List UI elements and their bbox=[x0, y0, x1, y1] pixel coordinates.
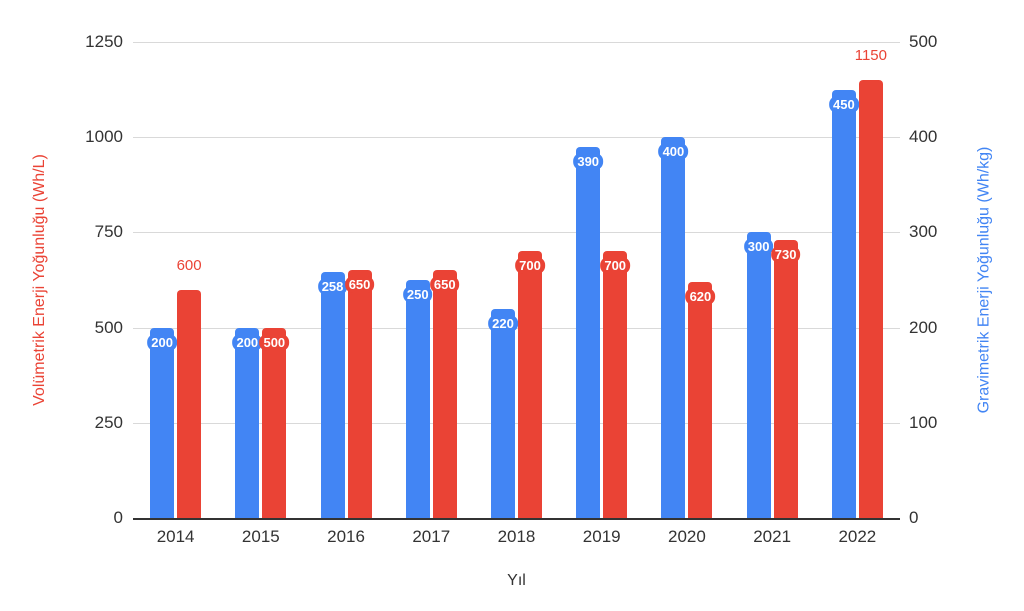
x-tick-2015: 2015 bbox=[241, 527, 280, 546]
gridline bbox=[133, 422, 900, 424]
bar-2016-right: 258 bbox=[317, 272, 348, 518]
bar-value-label: 300 bbox=[743, 238, 774, 256]
x-tick-2021: 2021 bbox=[753, 527, 792, 546]
axis-tick-label: 400 bbox=[909, 127, 938, 147]
axis-tick-label: 100 bbox=[909, 412, 938, 432]
bar-2016-left: 650 bbox=[344, 270, 375, 518]
bar-2021-left: 730 bbox=[770, 240, 801, 518]
right-axis-title: Gravimetrik Enerji Yoğunluğu (Wh/kg) bbox=[962, 42, 1006, 518]
x-tick-2017: 2017 bbox=[412, 527, 451, 546]
bar-2017-right: 250 bbox=[402, 280, 433, 518]
axis-tick-label: 250 bbox=[94, 412, 123, 432]
bar-2015-right: 200 bbox=[232, 327, 263, 518]
axis-tick-label: 1250 bbox=[85, 32, 123, 51]
x-tick-2018: 2018 bbox=[497, 527, 536, 546]
x-tick-2022: 2022 bbox=[838, 527, 877, 546]
bar-value-label: 258 bbox=[317, 278, 348, 296]
bar-value-label: 700 bbox=[600, 257, 631, 275]
x-tick-2016: 2016 bbox=[327, 527, 365, 546]
bar-value-label: 700 bbox=[515, 257, 545, 275]
bar-value-label: 730 bbox=[770, 246, 801, 264]
bar-2014-left: 600 bbox=[177, 257, 202, 518]
bar-2017-left: 650 bbox=[429, 270, 460, 518]
bar-2014-right: 200 bbox=[147, 327, 177, 518]
right-axis-title-text: Gravimetrik Enerji Yoğunluğu (Wh/kg) bbox=[975, 146, 992, 414]
bar-group-2015: 200 500 bbox=[218, 42, 303, 518]
bar-value-label: 200 bbox=[147, 333, 177, 351]
axis-tick-label: 500 bbox=[909, 32, 938, 51]
plot-area: 200 600 200 500 258 650 250 650 220 700 390 700 400 6… bbox=[133, 42, 900, 520]
bar-2021-right: 300 bbox=[743, 232, 774, 518]
axis-tick-label: 1000 bbox=[85, 127, 123, 147]
right-axis-ticks: 0 100 200 300 400 500 bbox=[909, 32, 989, 527]
gridline bbox=[133, 137, 900, 139]
axis-tick-label: 200 bbox=[909, 317, 938, 337]
bar-2019-left: 700 bbox=[600, 251, 631, 518]
x-tick-2020: 2020 bbox=[668, 527, 706, 546]
bar-value-label: 400 bbox=[658, 143, 689, 161]
axis-tick-label: 750 bbox=[94, 222, 123, 242]
bar-group-2014: 200 600 bbox=[133, 42, 218, 518]
axis-tick-label: 500 bbox=[94, 317, 123, 337]
bar-group-2021: 300 730 bbox=[730, 42, 815, 518]
bar-group-2017: 250 650 bbox=[389, 42, 474, 518]
bar-2020-right: 400 bbox=[658, 137, 689, 518]
x-tick-2014: 2014 bbox=[156, 527, 195, 546]
bar-group-2018: 220 700 bbox=[474, 42, 559, 518]
bar-value-label: 200 bbox=[232, 333, 263, 351]
bar-value-label: 600 bbox=[176, 256, 202, 274]
gridline bbox=[133, 232, 900, 234]
bar-2022-right: 450 bbox=[829, 89, 859, 518]
bar-group-2022: 450 1150 bbox=[815, 42, 900, 518]
bar-2015-left: 500 bbox=[259, 327, 290, 518]
x-axis-line bbox=[133, 518, 900, 520]
bar-value-label: 650 bbox=[429, 276, 460, 294]
bar-value-label: 500 bbox=[259, 333, 290, 351]
x-axis-title: Yıl bbox=[507, 572, 526, 589]
bar-group-2019: 390 700 bbox=[559, 42, 644, 518]
bars: 200 600 200 500 258 650 250 650 220 700 390 700 400 6… bbox=[133, 42, 900, 518]
gridline bbox=[133, 42, 900, 43]
x-tick-2019: 2019 bbox=[582, 527, 621, 546]
bar-group-2016: 258 650 bbox=[303, 42, 388, 518]
axis-tick-label: 0 bbox=[909, 508, 919, 527]
bar-value-label: 220 bbox=[488, 314, 518, 332]
bar-2019-right: 390 bbox=[573, 146, 604, 518]
x-axis-labels: 2014 2015 2016 2017 2018 2019 2020 2021 2022 bbox=[133, 527, 900, 547]
bar-2018-left: 700 bbox=[515, 251, 545, 518]
axis-tick-label: 300 bbox=[909, 222, 938, 242]
bar-2018-right: 220 bbox=[488, 308, 518, 518]
bar-value-label: 450 bbox=[829, 95, 859, 113]
bar-value-label: 1150 bbox=[854, 47, 887, 65]
bar-value-label: 390 bbox=[573, 152, 604, 170]
axis-tick-label: 0 bbox=[113, 508, 123, 527]
bar-value-label: 650 bbox=[344, 276, 375, 294]
bar-group-2020: 400 620 bbox=[644, 42, 729, 518]
left-axis-ticks: 0 250 500 750 1000 1250 bbox=[0, 32, 123, 527]
bar-2022-left: 1150 bbox=[855, 47, 887, 518]
bar-2020-left: 620 bbox=[685, 281, 716, 518]
bar-value-label: 250 bbox=[402, 286, 433, 303]
bar-value-label: 620 bbox=[685, 287, 716, 305]
